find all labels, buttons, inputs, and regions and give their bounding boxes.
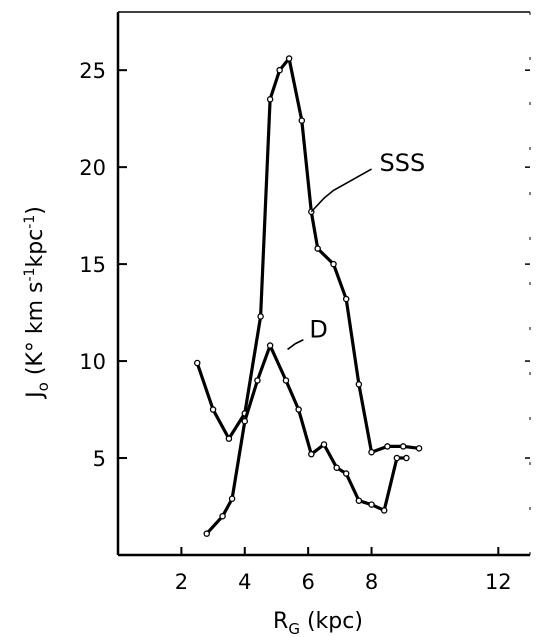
data-point [257,313,264,320]
data-point [399,443,407,450]
data-point [368,501,375,508]
x-tick-label: 6 [301,570,314,594]
data-point [333,464,340,471]
data-point [203,530,210,537]
series-line-sss [195,56,420,454]
data-point [285,55,293,62]
data-point [276,66,283,74]
data-point [380,507,388,514]
data-point [282,377,290,384]
data-point [393,454,401,462]
data-point [320,441,328,448]
data-point [355,381,363,388]
data-point [403,454,410,462]
data-point [314,245,321,252]
data-point [308,450,315,458]
data-point [330,260,337,268]
d-leader-line [287,339,304,351]
series-annotation-sss: SSS [380,149,426,177]
y-tick-label: 5 [93,447,106,471]
data-point [355,497,363,504]
y-tick-label: 25 [79,59,106,83]
data-point [342,470,350,477]
y-axis-label: Jo (K° km s-1kpc-1) [22,206,52,400]
axis-ticks: 2 4 6 8 12 5 10 15 20 25 [79,59,530,594]
series-d [203,342,410,537]
data-point [368,448,375,456]
y-tick-label: 15 [79,253,106,277]
series-line-d [205,344,407,535]
y-tick-label: 10 [79,350,106,374]
data-point [266,342,274,349]
data-point [384,443,391,450]
data-point [228,495,236,503]
x-tick-label: 2 [175,570,188,594]
series-sss [193,55,423,456]
data-point [295,406,302,413]
data-point [415,445,423,452]
x-tick-label: 12 [485,570,512,594]
data-point [266,96,274,103]
y-tick-label: 20 [79,156,106,180]
sss-leader-line [310,168,372,213]
series-layer [193,55,423,537]
plot-frame [116,11,531,557]
data-point [298,117,306,124]
x-axis-label: RG (kpc) [273,609,363,637]
data-point [241,417,249,425]
annotation-layer: SSS D [287,149,426,351]
data-point [219,512,226,520]
x-tick-label: 8 [365,570,378,594]
data-point [225,435,233,442]
data-point [209,406,217,413]
data-point [254,377,261,384]
data-point [342,295,350,303]
data-point [193,359,201,367]
x-tick-label: 4 [238,570,251,594]
series-annotation-d: D [309,316,327,344]
